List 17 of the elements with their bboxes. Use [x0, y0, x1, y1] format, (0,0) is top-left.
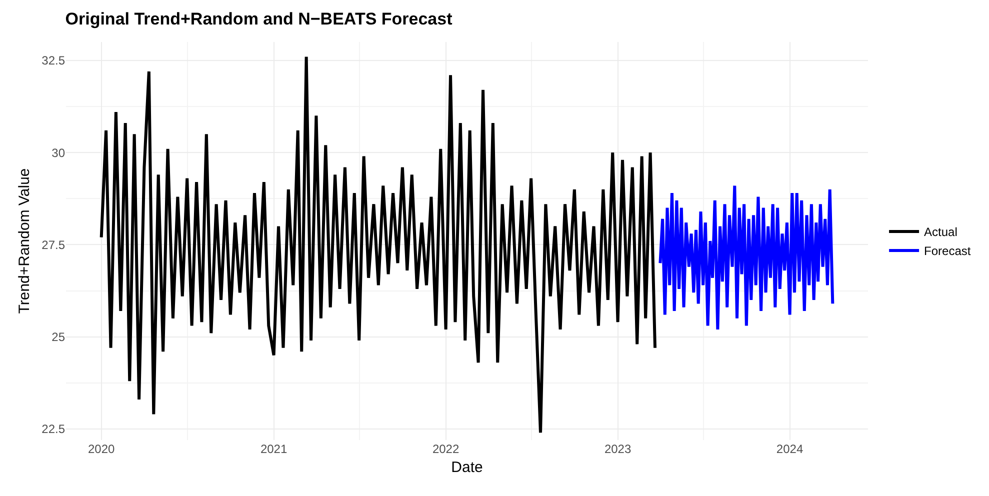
y-axis-title: Trend+Random Value [16, 168, 33, 314]
legend-label: Actual [924, 225, 958, 240]
legend-label: Forecast [924, 244, 972, 258]
x-tick-label: 2024 [776, 442, 804, 456]
x-axis-title: Date [451, 459, 483, 476]
line-series [658, 184, 834, 331]
y-tick-label: 22.5 [42, 422, 66, 436]
y-tick-label: 25 [52, 330, 66, 344]
chart-title: Original Trend+Random and N−BEATS Forecast [65, 9, 453, 28]
line-series [100, 55, 657, 434]
x-tick-label: 2021 [260, 442, 288, 456]
y-tick-label: 30 [52, 146, 66, 160]
x-tick-label: 2020 [88, 442, 116, 456]
x-tick-label: 2022 [432, 442, 460, 456]
y-tick-label: 32.5 [42, 54, 66, 68]
x-tick-label: 2023 [604, 442, 632, 456]
y-tick-label: 27.5 [42, 238, 66, 252]
